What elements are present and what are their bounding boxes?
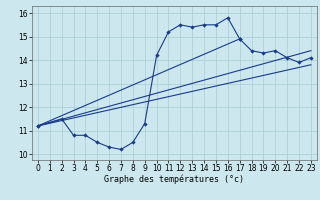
X-axis label: Graphe des températures (°c): Graphe des températures (°c) [104,175,244,184]
